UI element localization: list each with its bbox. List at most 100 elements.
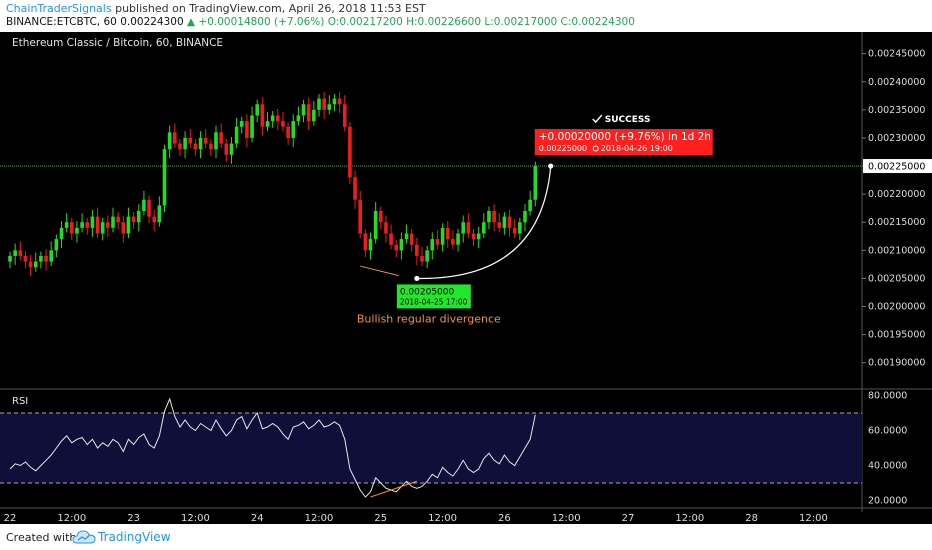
candle-body — [399, 239, 404, 251]
time-tick-label: 24 — [251, 513, 264, 524]
rsi-pane-title: RSI — [12, 396, 28, 407]
rsi-tick-label: 20.0000 — [868, 496, 907, 507]
candle-body — [28, 261, 33, 268]
candle-body — [8, 255, 12, 262]
candle-body — [337, 98, 342, 105]
candle-body — [358, 199, 362, 234]
candle-body — [183, 137, 187, 150]
candle-body — [193, 143, 198, 150]
candle-body — [106, 222, 110, 228]
candle-body — [296, 115, 301, 122]
low-label-price: 0.00205000 — [400, 287, 455, 297]
candle-body — [59, 227, 64, 240]
candle-body — [75, 227, 79, 234]
candle-body — [425, 250, 429, 262]
candle-body — [136, 211, 141, 223]
candle-body — [466, 222, 471, 234]
clock-icon — [592, 145, 599, 152]
candle-body — [291, 121, 296, 138]
candle-body — [373, 211, 378, 240]
candle-body — [23, 255, 28, 262]
candle-body — [301, 104, 306, 116]
candle-body — [54, 239, 59, 251]
candle-body — [394, 244, 399, 251]
candle-body — [435, 239, 440, 245]
candle-body — [162, 149, 167, 206]
time-tick-label: 12:00 — [552, 513, 581, 524]
price-tick-label: 0.00235000 — [868, 105, 925, 116]
last-price-badge-label: 0.00225000 — [868, 162, 925, 173]
candle-body — [173, 132, 177, 144]
candle-body — [440, 227, 445, 245]
candle-body — [492, 211, 496, 223]
candle-body — [90, 216, 95, 228]
divergence-price-line — [360, 265, 399, 277]
candle-body — [234, 126, 239, 144]
chart-area[interactable]: 0.00245000 0.00240000 0.00235000 0.00230000… — [0, 32, 932, 524]
time-tick-label: 26 — [498, 513, 511, 524]
candle-body — [126, 216, 131, 234]
candle-body — [209, 143, 213, 150]
candle-body — [322, 98, 326, 110]
candle-body — [121, 222, 126, 234]
target-point-marker — [548, 163, 554, 169]
candle-body — [332, 98, 337, 105]
candle-body — [276, 115, 280, 122]
candle-body — [317, 98, 321, 110]
rsi-line — [9, 397, 536, 498]
candle-body — [255, 104, 259, 116]
divergence-rsi-line — [370, 480, 418, 498]
price-pane-title: Ethereum Classic / Bitcoin, 60, BINANCE — [12, 37, 223, 49]
candle-body — [497, 222, 502, 228]
candle-body — [245, 121, 249, 138]
candle-body — [167, 132, 172, 150]
candle-body — [518, 222, 522, 234]
candle-body — [224, 143, 229, 155]
candle-body — [64, 222, 69, 228]
candle-body — [487, 211, 491, 223]
candle-body — [327, 104, 332, 110]
candle-body — [415, 244, 419, 256]
candle-body — [147, 199, 151, 217]
candle-body — [49, 250, 53, 262]
candle-body — [286, 126, 290, 138]
candle-body — [265, 121, 270, 127]
candle-body — [250, 115, 254, 138]
price-tick-label: 0.00215000 — [868, 217, 925, 228]
price-tick-label: 0.00195000 — [868, 330, 925, 341]
published-text: published on TradingView.com, April 26, … — [115, 2, 426, 15]
chart-svg[interactable]: 0.00245000 0.00240000 0.00235000 0.00230000… — [0, 32, 932, 524]
candle-body — [157, 205, 162, 223]
candle-body — [512, 227, 517, 234]
candle-body — [229, 143, 234, 155]
candle-body — [476, 233, 481, 240]
candle-body — [342, 104, 347, 127]
low-point-marker — [414, 275, 420, 282]
author-link[interactable]: ChainTraderSignals — [6, 2, 112, 15]
candle-body — [80, 222, 84, 228]
time-tick-label: 28 — [745, 513, 758, 524]
candle-body — [44, 255, 48, 262]
candle-body — [379, 211, 383, 223]
success-label: SUCCESS — [605, 115, 651, 125]
candle-body — [116, 216, 120, 223]
price-tick-label: 0.00200000 — [868, 302, 925, 313]
candle-body — [131, 216, 136, 223]
rsi-tick-label: 40.0000 — [868, 461, 907, 472]
last-price: 0.00224300 — [120, 16, 184, 28]
target-label-price: 0.00225000 — [539, 144, 587, 153]
tradingview-cloud-icon — [72, 530, 96, 544]
candle-body — [281, 121, 285, 127]
rsi-tick-label: 80.0000 — [868, 391, 907, 402]
created-with-text: Created with — [6, 531, 77, 544]
candle-body — [384, 222, 388, 234]
candle-body — [533, 166, 538, 200]
candle-body — [33, 261, 38, 268]
ohlc-values: O:0.00217200 H:0.00226600 L:0.00217000 C… — [327, 16, 635, 28]
rsi-band-fill — [0, 413, 862, 483]
candle-body — [461, 222, 465, 234]
candle-body — [420, 255, 424, 262]
tradingview-brand[interactable]: TradingView — [98, 530, 171, 544]
divergence-label: Bullish regular divergence — [357, 312, 501, 325]
candle-body — [507, 216, 512, 228]
